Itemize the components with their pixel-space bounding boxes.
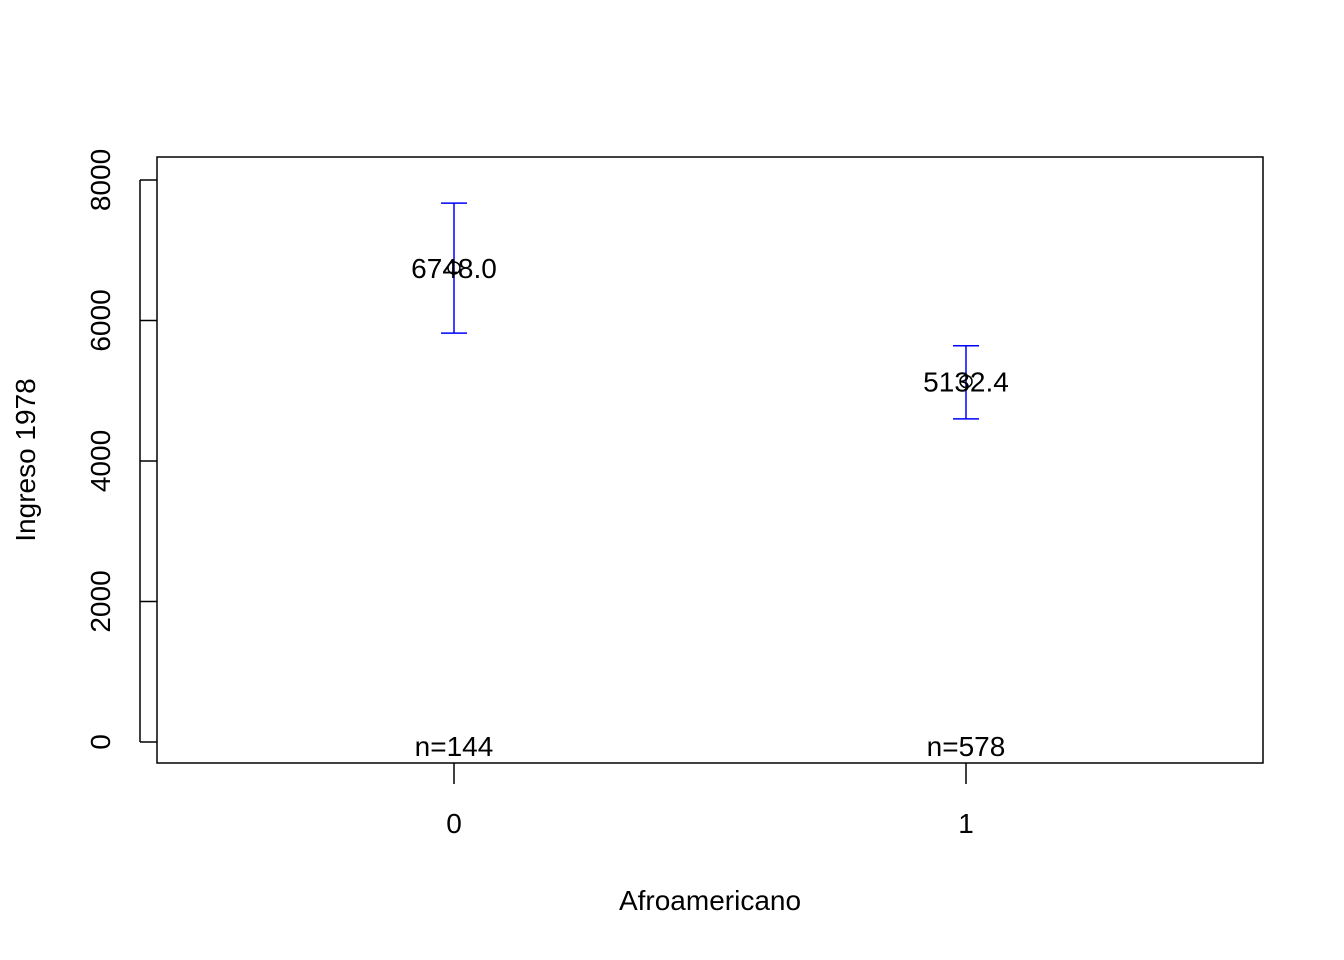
x-tick-label: 1 [958,808,974,839]
y-tick-label: 6000 [85,289,116,351]
y-tick-label: 2000 [85,570,116,632]
sample-size-label: n=144 [415,731,494,762]
x-axis-label: Afroamericano [619,885,801,916]
mean-value-label: 6748.0 [411,253,497,284]
y-tick-label: 8000 [85,149,116,211]
mean-value-label: 5132.4 [923,366,1009,397]
y-axis: 0 2000 4000 6000 8000 [85,149,157,750]
mean-point [447,261,461,275]
mean-point [959,374,973,389]
x-tick-label: 0 [446,808,462,839]
y-tick-label: 4000 [85,430,116,492]
plot-frame [156,156,1264,764]
y-axis-label: Ingreso 1978 [10,378,41,541]
sample-size-label: n=578 [927,731,1006,762]
y-tick-label: 0 [85,734,116,750]
data-marks: 6748.0 n=144 5132.4 n=578 [411,202,1009,762]
